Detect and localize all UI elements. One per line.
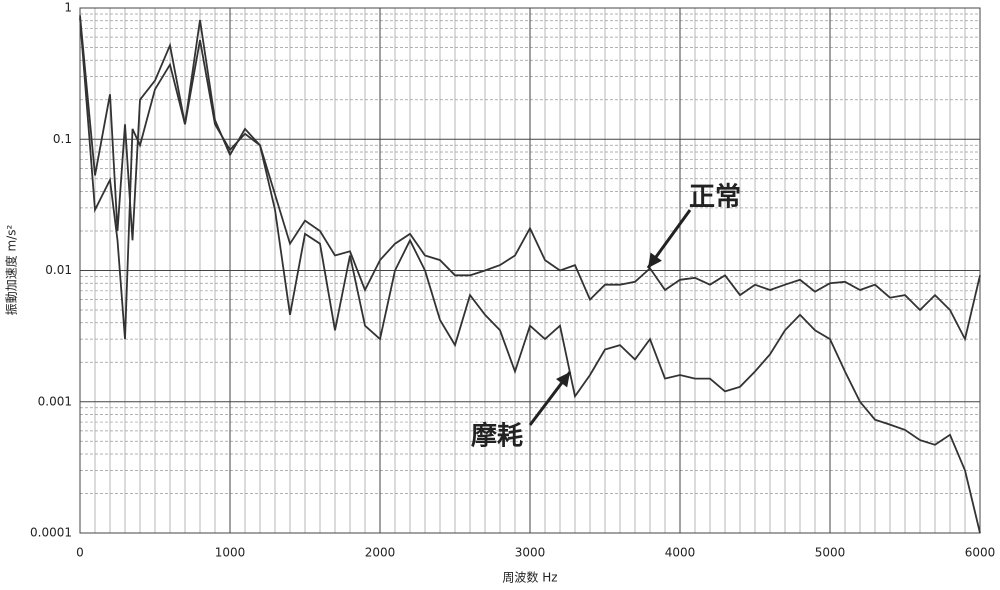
series-label: 正常 xyxy=(689,183,741,213)
y-axis-label: 振動加速度 m/s² xyxy=(4,225,19,316)
series-label: 摩耗 xyxy=(471,421,523,452)
arrow-head xyxy=(555,372,570,388)
y-tick-label: 1 xyxy=(64,1,72,15)
y-tick-label: 0.01 xyxy=(45,263,72,277)
x-tick-label: 6000 xyxy=(965,546,996,560)
x-tick-label: 3000 xyxy=(515,546,546,560)
x-axis-label: 周波数 Hz xyxy=(502,570,557,585)
y-tick-label: 0.0001 xyxy=(30,526,72,540)
series-line xyxy=(79,15,981,342)
x-tick-label: 5000 xyxy=(815,546,846,560)
x-tick-label: 0 xyxy=(76,546,84,560)
series-line xyxy=(79,17,981,534)
x-tick-label: 1000 xyxy=(215,546,246,560)
x-tick-label: 2000 xyxy=(365,546,396,560)
arrow-head xyxy=(648,252,662,268)
y-tick-label: 0.001 xyxy=(38,394,72,408)
x-tick-label: 4000 xyxy=(665,546,696,560)
y-tick-label: 0.1 xyxy=(53,132,72,146)
